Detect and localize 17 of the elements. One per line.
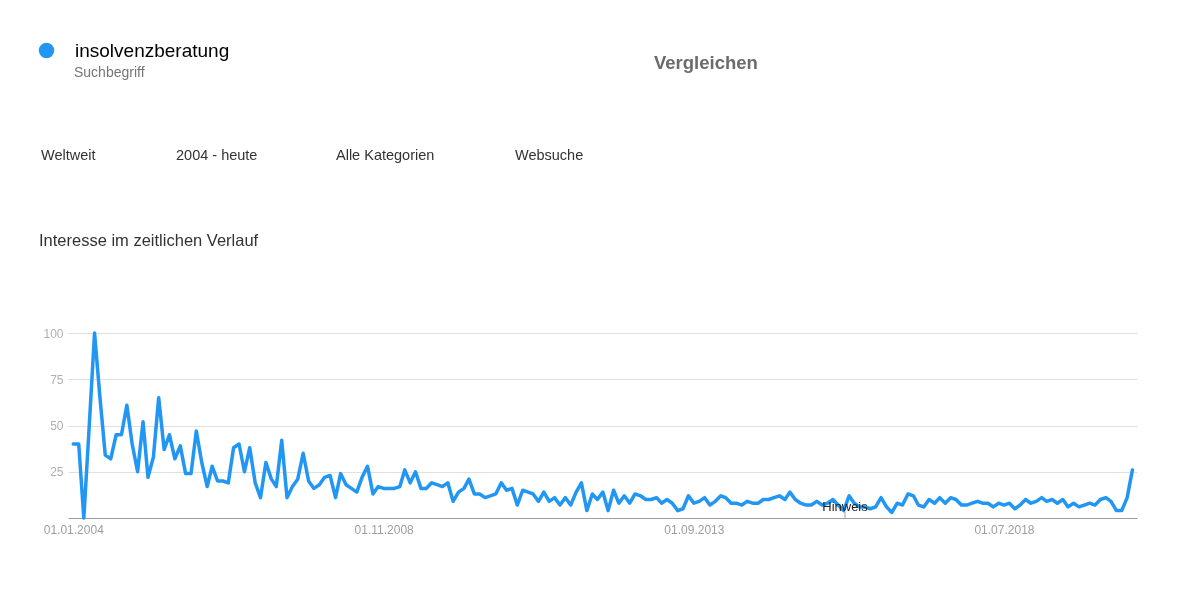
x-tick-label: 01.11.2008 <box>354 522 415 537</box>
x-tick-label: 01.09.2013 <box>664 522 725 537</box>
chart-title: Interesse im zeitlichen Verlauf <box>39 231 259 249</box>
text: Suchbegriff <box>74 64 145 80</box>
y-tick-label: 75 <box>50 372 64 387</box>
y-tick-label: 100 <box>43 326 64 341</box>
text: Weltweit <box>41 147 96 163</box>
x-tick-label: 01.07.2018 <box>974 522 1035 537</box>
legend-label: insolvenzberatung <box>75 39 230 61</box>
x-tick-label: 01.01.2004 <box>43 522 105 537</box>
text: Websuche <box>515 147 584 163</box>
line-series <box>71 331 1135 520</box>
text: Alle Kategorien <box>336 147 435 163</box>
text: 2004 - heute <box>176 147 258 163</box>
y-tick-label: 50 <box>50 419 64 433</box>
text: Vergleichen <box>654 52 758 73</box>
y-tick-label: 25 <box>50 465 64 480</box>
